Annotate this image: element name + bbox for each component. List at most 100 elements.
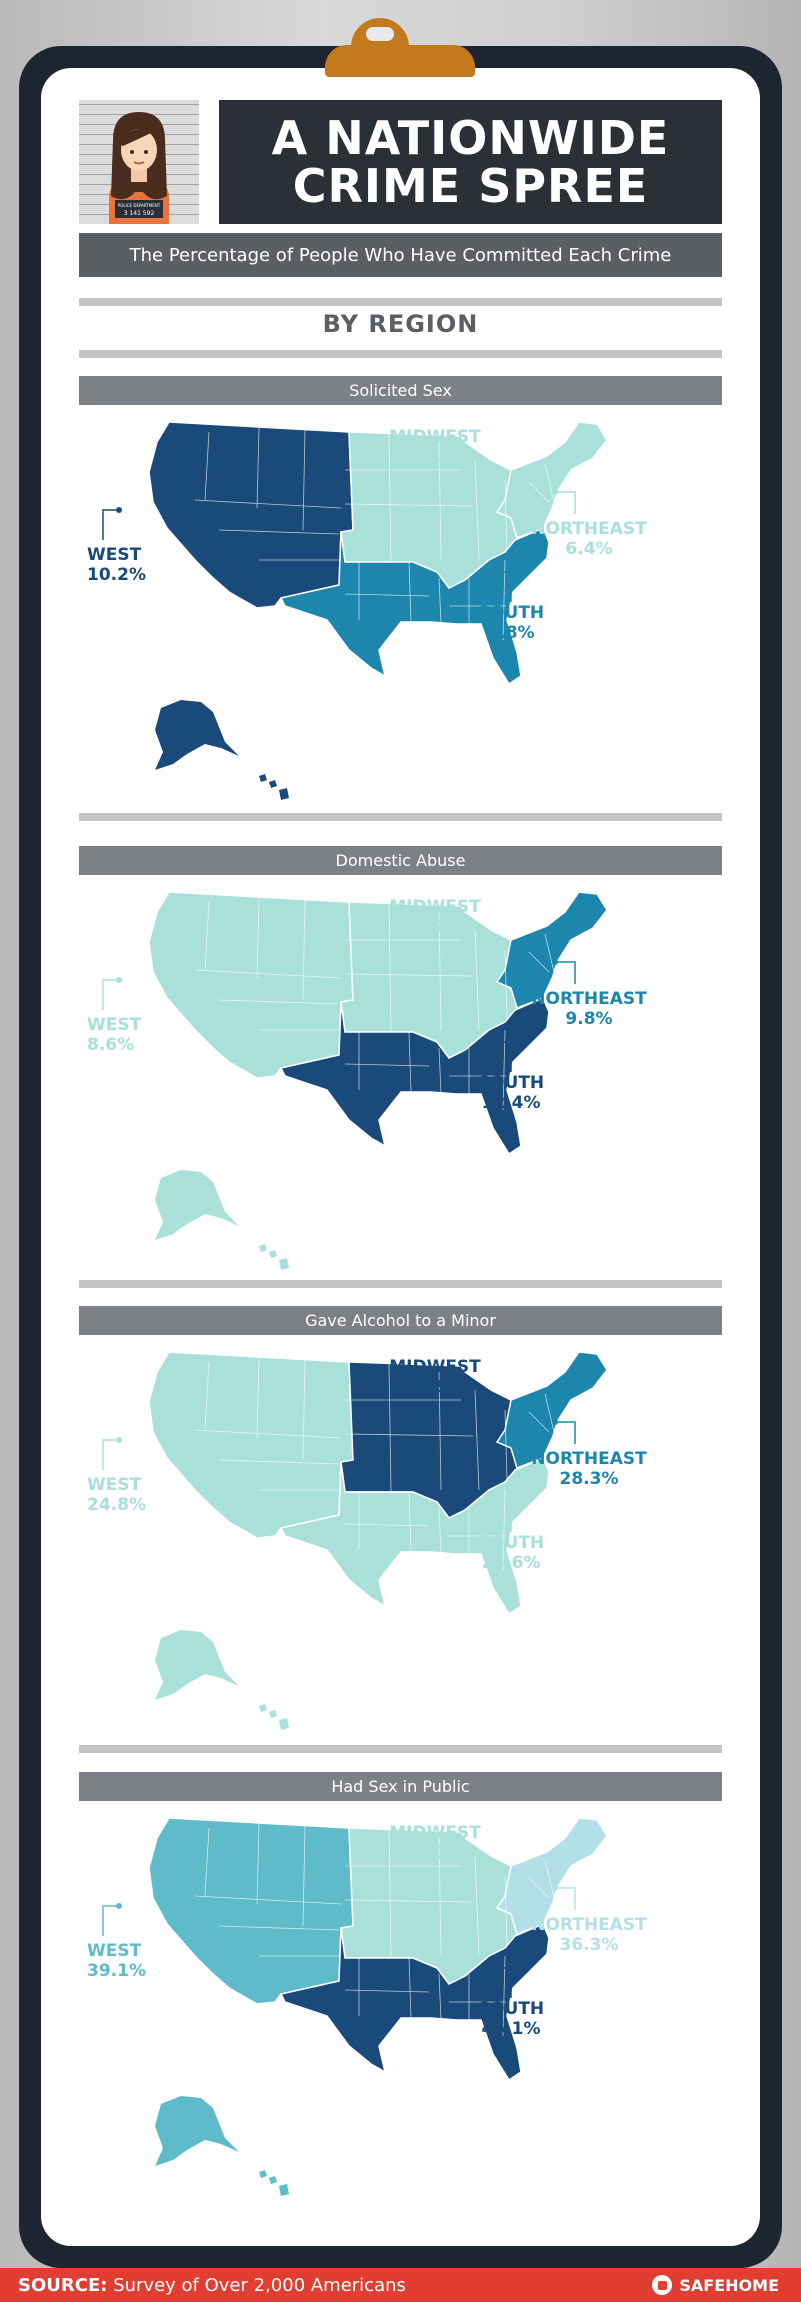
mugshot-board-line1: POLICE DEPARTMENT bbox=[118, 203, 161, 208]
leader-dot-midwest bbox=[392, 443, 398, 449]
leader-dot-west bbox=[116, 507, 122, 513]
region-value-west: 39.1% bbox=[87, 1961, 146, 1981]
divider bbox=[79, 1280, 722, 1288]
chart-title-gave-alcohol: Gave Alcohol to a Minor bbox=[79, 1306, 722, 1335]
region-value-northeast: 36.3% bbox=[560, 1935, 619, 1955]
region-name-south: SOUTH bbox=[478, 1533, 544, 1553]
leader-line-northeast bbox=[555, 1887, 576, 1910]
leader-dot-northeast bbox=[552, 1885, 558, 1891]
region-west-alaska bbox=[155, 700, 239, 770]
region-value-midwest: 6.1% bbox=[411, 447, 458, 467]
region-name-midwest: MIDWEST bbox=[389, 1823, 481, 1843]
region-value-northeast: 6.4% bbox=[565, 539, 612, 559]
region-northeast bbox=[495, 421, 608, 539]
leader-line-south bbox=[489, 1967, 512, 1998]
chart-title-solicited-sex: Solicited Sex bbox=[79, 376, 722, 405]
region-name-midwest: MIDWEST bbox=[389, 897, 481, 917]
title-line-1: A NATIONWIDE bbox=[271, 110, 670, 165]
chart-title-sex-in-public: Had Sex in Public bbox=[79, 1772, 722, 1801]
leader-dot-northeast bbox=[552, 1419, 558, 1425]
region-name-midwest: MIDWEST bbox=[389, 427, 481, 447]
leader-dot-south bbox=[486, 1499, 492, 1505]
leader-dot-south bbox=[486, 1965, 492, 1971]
region-west-hawaii bbox=[259, 1244, 289, 1270]
region-name-west: WEST bbox=[87, 545, 142, 565]
leader-dot-northeast bbox=[552, 959, 558, 965]
source-label: SOURCE: bbox=[18, 2274, 108, 2296]
divider bbox=[79, 813, 722, 821]
leader-dot-midwest bbox=[392, 1839, 398, 1845]
region-name-south: SOUTH bbox=[478, 1073, 544, 1093]
leader-line-south bbox=[489, 1041, 512, 1072]
region-west-hawaii bbox=[259, 2170, 289, 2196]
source-text: Survey of Over 2,000 Americans bbox=[113, 2274, 406, 2296]
divider bbox=[79, 298, 722, 306]
leader-line-midwest bbox=[394, 1365, 409, 1376]
leader-line-midwest bbox=[394, 905, 409, 916]
region-value-south: 12.4% bbox=[482, 1093, 541, 1113]
region-value-west: 8.6% bbox=[87, 1035, 134, 1055]
safehome-logo-icon bbox=[652, 2275, 673, 2295]
region-value-south: 45.1% bbox=[482, 2019, 541, 2039]
mugshot-illustration: POLICE DEPARTMENT 3 141 592 bbox=[79, 100, 199, 224]
leader-dot-midwest bbox=[392, 1373, 398, 1379]
region-heading: BY REGION bbox=[322, 310, 479, 338]
region-west-alaska bbox=[155, 2096, 239, 2166]
divider bbox=[79, 1745, 722, 1753]
region-northeast bbox=[495, 1817, 608, 1935]
region-south bbox=[279, 997, 550, 1156]
region-value-south: 24.6% bbox=[482, 1553, 541, 1573]
leader-line-south bbox=[489, 571, 512, 602]
leader-dot-west bbox=[116, 977, 122, 983]
region-name-midwest: MIDWEST bbox=[389, 1357, 481, 1377]
region-value-south: 7.8% bbox=[487, 623, 534, 643]
state-borders bbox=[194, 427, 556, 641]
chart-title-domestic-abuse: Domestic Abuse bbox=[79, 846, 722, 875]
region-west-hawaii bbox=[259, 774, 289, 800]
region-value-midwest: 34.3% bbox=[406, 1843, 465, 1863]
region-west bbox=[148, 421, 354, 609]
title-box: A NATIONWIDE CRIME SPREE bbox=[219, 100, 722, 224]
region-name-south: SOUTH bbox=[478, 603, 544, 623]
leader-dot-south bbox=[486, 569, 492, 575]
region-value-west: 10.2% bbox=[87, 565, 146, 585]
region-name-northeast: NORTHEAST bbox=[531, 519, 647, 539]
region-west bbox=[148, 891, 354, 1079]
leader-dot-west bbox=[116, 1903, 122, 1909]
leader-dot-northeast bbox=[552, 489, 558, 495]
state-borders bbox=[194, 897, 556, 1111]
region-name-northeast: NORTHEAST bbox=[531, 1449, 647, 1469]
footer: SOURCE: Survey of Over 2,000 Americans S… bbox=[0, 2268, 801, 2302]
leader-line-midwest bbox=[394, 1831, 409, 1842]
leader-dot-south bbox=[486, 1039, 492, 1045]
region-west-alaska bbox=[155, 1630, 239, 1700]
leader-line-west bbox=[102, 1905, 119, 1936]
brand-name: SAFEHOME bbox=[679, 2275, 779, 2295]
region-value-northeast: 9.8% bbox=[565, 1009, 612, 1029]
region-west bbox=[148, 1351, 354, 1539]
region-name-northeast: NORTHEAST bbox=[531, 1915, 647, 1935]
region-west-alaska bbox=[155, 1170, 239, 1240]
region-west bbox=[148, 1817, 354, 2005]
region-name-west: WEST bbox=[87, 1015, 142, 1035]
leader-dot-west bbox=[116, 1437, 122, 1443]
region-value-midwest: 8.6% bbox=[411, 917, 458, 937]
title-line-2: CRIME SPREE bbox=[292, 159, 649, 213]
region-value-midwest: 32.9% bbox=[406, 1377, 465, 1397]
region-value-west: 24.8% bbox=[87, 1495, 146, 1515]
region-name-west: WEST bbox=[87, 1941, 142, 1961]
woman-mugshot-icon: POLICE DEPARTMENT 3 141 592 bbox=[109, 112, 169, 224]
leader-dot-midwest bbox=[392, 913, 398, 919]
mugshot-board-line2: 3 141 592 bbox=[124, 210, 155, 217]
region-value-northeast: 28.3% bbox=[560, 1469, 619, 1489]
leader-line-northeast bbox=[555, 491, 576, 514]
clip-hole bbox=[366, 27, 394, 41]
region-west-hawaii bbox=[259, 1704, 289, 1730]
region-northeast bbox=[495, 891, 608, 1009]
state-borders bbox=[194, 1823, 556, 2037]
divider bbox=[79, 350, 722, 358]
region-south bbox=[279, 1923, 550, 2082]
leader-line-west bbox=[102, 1439, 119, 1470]
leader-line-northeast bbox=[555, 961, 576, 984]
